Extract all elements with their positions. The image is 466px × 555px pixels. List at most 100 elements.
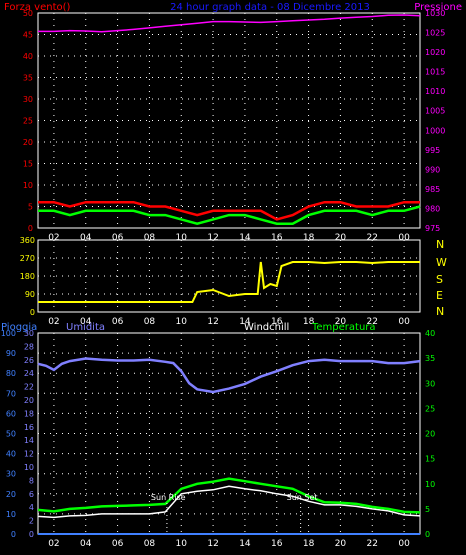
x-tick-label: 22	[367, 539, 378, 549]
y-tick-label: 995	[425, 146, 440, 155]
x-tick-label: 22	[367, 233, 378, 243]
x-tick-label: 08	[144, 317, 156, 327]
axis-ticks: 0510152025303540455097598098599099510001…	[1, 9, 446, 549]
x-tick-label: 16	[271, 233, 283, 243]
y-tick-label: 20	[425, 430, 435, 439]
rain-axis-label: Pioggia	[1, 322, 37, 333]
y-tick-label: 12	[24, 450, 34, 459]
x-tick-label: 20	[335, 539, 347, 549]
y-tick-label: 985	[425, 185, 440, 194]
y-tick-label: 20	[23, 138, 33, 147]
y-tick-label: 70	[6, 389, 16, 398]
y-tick-label: 28	[24, 342, 34, 351]
wind-average-line	[38, 205, 421, 225]
y-tick-label: 25	[425, 404, 435, 413]
x-tick-label: 16	[271, 539, 283, 549]
y-tick-label: 15	[23, 160, 33, 169]
x-tick-label: 06	[112, 539, 124, 549]
x-tick-label: 12	[207, 317, 218, 327]
y-tick-label: 975	[425, 224, 440, 233]
wind-speed-line	[38, 200, 420, 221]
y-tick-label: 1020	[425, 48, 445, 57]
windchill-label: Windchill	[244, 322, 289, 333]
chart-title: 24 hour graph data - 08 Dicembre 2013	[170, 2, 370, 13]
x-tick-label: 02	[48, 539, 59, 549]
temperature-line	[37, 477, 421, 514]
x-tick-label: 06	[112, 317, 124, 327]
data-series	[37, 14, 421, 535]
x-tick-label: 16	[271, 317, 283, 327]
x-tick-label: 10	[176, 233, 188, 243]
y-tick-label: 1000	[425, 126, 445, 135]
y-tick-label: 1010	[425, 87, 445, 96]
x-tick-label: 22	[367, 317, 378, 327]
sunset-label: Sun Set	[287, 493, 318, 502]
temperature-axis-label: Temperatura	[311, 322, 376, 333]
y-tick-label: 0	[425, 530, 430, 539]
x-tick-label: 12	[207, 539, 218, 549]
x-tick-label: 04	[80, 233, 92, 243]
y-tick-label: 30	[425, 379, 435, 388]
y-tick-label: 90	[25, 290, 35, 299]
y-tick-label: 10	[6, 510, 16, 519]
y-tick-label: 40	[6, 450, 16, 459]
y-tick-label: 16	[24, 423, 34, 432]
y-tick-label: 20	[6, 490, 16, 499]
y-tick-label: 2	[29, 517, 34, 526]
wind-speed-axis-label: Forza vento()	[4, 2, 71, 13]
x-tick-label: 12	[207, 233, 218, 243]
sunrise-label: Sun Rise	[151, 493, 186, 502]
pressure-line	[38, 14, 421, 33]
y-tick-label: 10	[425, 480, 435, 489]
y-tick-label: 360	[20, 236, 35, 245]
y-tick-label: 15	[425, 455, 435, 464]
x-tick-label: 00	[398, 539, 410, 549]
x-tick-label: 08	[144, 539, 156, 549]
x-tick-label: 14	[239, 539, 251, 549]
humidity-line	[37, 357, 421, 394]
y-tick-label: 40	[425, 329, 435, 338]
x-tick-label: 14	[239, 317, 251, 327]
x-tick-label: 10	[176, 539, 188, 549]
y-tick-label: 100	[1, 329, 16, 338]
y-tick-label: 1015	[425, 68, 445, 77]
x-tick-label: 04	[80, 539, 92, 549]
x-tick-label: 14	[239, 233, 251, 243]
y-tick-label: 6	[29, 490, 34, 499]
x-tick-label: 20	[335, 233, 347, 243]
y-tick-label: 5	[28, 203, 33, 212]
x-tick-label: 00	[398, 233, 410, 243]
pressure-axis-label: Pressione	[414, 2, 462, 13]
wind-direction-line	[38, 261, 420, 303]
x-tick-label: 10	[176, 317, 188, 327]
y-tick-label: 10	[24, 463, 34, 472]
compass-label: E	[436, 289, 443, 302]
y-tick-label: 30	[6, 470, 16, 479]
x-tick-label: 06	[112, 233, 124, 243]
x-tick-label: 18	[303, 539, 315, 549]
panel3-grid	[38, 333, 420, 534]
x-tick-label: 18	[303, 233, 315, 243]
y-tick-label: 50	[23, 9, 33, 18]
y-tick-label: 20	[24, 396, 34, 405]
y-tick-label: 30	[24, 329, 34, 338]
x-tick-label: 02	[48, 317, 59, 327]
y-tick-label: 40	[23, 52, 33, 61]
y-tick-label: 1025	[425, 29, 445, 38]
y-tick-label: 22	[24, 383, 34, 392]
y-tick-label: 0	[28, 224, 33, 233]
y-tick-label: 180	[20, 272, 35, 281]
y-tick-label: 0	[30, 308, 35, 317]
compass-label: S	[436, 273, 443, 286]
y-tick-label: 10	[23, 181, 33, 190]
y-tick-label: 0	[11, 530, 16, 539]
windchill-line	[37, 485, 421, 519]
humidity-axis-label: Umidita	[66, 322, 105, 333]
y-tick-label: 35	[425, 354, 435, 363]
y-tick-label: 4	[29, 503, 34, 512]
y-tick-label: 1030	[425, 9, 445, 18]
x-tick-label: 08	[144, 233, 156, 243]
y-tick-label: 26	[24, 356, 34, 365]
